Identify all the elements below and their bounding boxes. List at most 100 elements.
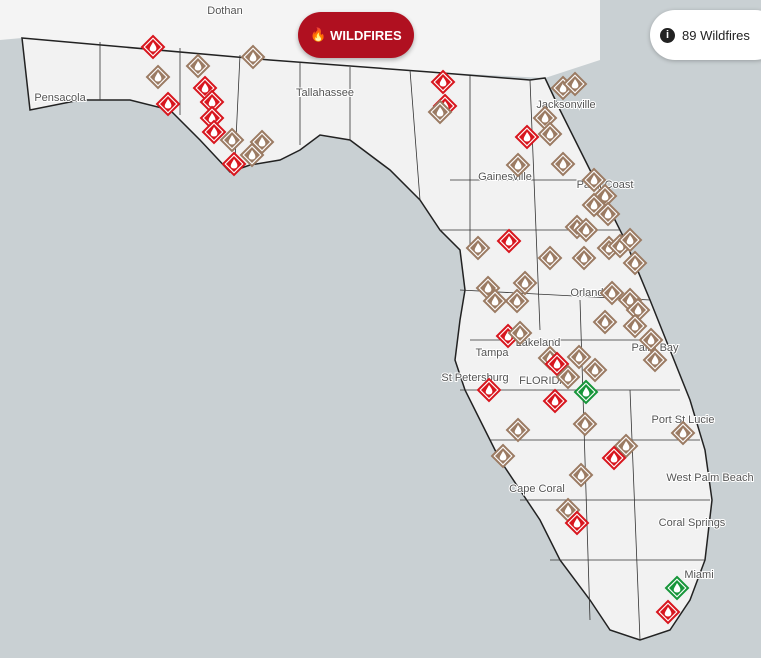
city-label: Dothan — [207, 5, 242, 17]
flame-icon — [149, 42, 157, 52]
fire-marker[interactable] — [571, 245, 597, 271]
fire-marker[interactable] — [622, 313, 648, 339]
flame-icon — [580, 253, 588, 263]
fire-marker[interactable] — [573, 217, 599, 243]
flame-icon — [514, 425, 522, 435]
county-lines — [99, 42, 710, 641]
fire-marker[interactable] — [568, 462, 594, 488]
fire-marker[interactable] — [145, 64, 171, 90]
fire-marker[interactable] — [476, 377, 502, 403]
flame-icon — [499, 451, 507, 461]
fire-marker[interactable] — [566, 344, 592, 370]
fire-marker[interactable] — [240, 44, 266, 70]
fire-marker[interactable] — [599, 280, 625, 306]
wildfires-button[interactable]: 🔥 WILDFIRES — [298, 12, 414, 58]
fire-marker[interactable] — [670, 420, 696, 446]
flame-icon — [559, 83, 567, 93]
fire-marker[interactable] — [514, 124, 540, 150]
flame-icon — [679, 428, 687, 438]
flame-icon — [210, 127, 218, 137]
flame-icon — [546, 129, 554, 139]
fire-marker[interactable] — [201, 119, 227, 145]
flame-icon — [616, 241, 624, 251]
fire-marker[interactable] — [564, 510, 590, 536]
fire-marker[interactable] — [542, 388, 568, 414]
fire-marker[interactable] — [199, 89, 225, 115]
fire-marker[interactable] — [465, 235, 491, 261]
flame-icon — [505, 236, 513, 246]
flame-icon — [439, 77, 447, 87]
fire-marker[interactable] — [601, 445, 627, 471]
flame-icon — [474, 243, 482, 253]
button-label: WILDFIRES — [330, 27, 402, 43]
fire-marker[interactable] — [537, 245, 563, 271]
info-icon: i — [660, 27, 675, 43]
flame-icon — [194, 61, 202, 71]
fire-marker[interactable] — [581, 167, 607, 193]
count-badge[interactable]: i 89 Wildfires — [650, 10, 761, 60]
fire-marker[interactable] — [642, 347, 668, 373]
flame-icon — [485, 385, 493, 395]
flame-icon — [634, 305, 642, 315]
fire-marker[interactable] — [582, 357, 608, 383]
fire-marker[interactable] — [505, 152, 531, 178]
fire-marker[interactable] — [507, 320, 533, 346]
fire-marker[interactable] — [490, 443, 516, 469]
fire-marker[interactable] — [504, 288, 530, 314]
fire-marker[interactable] — [638, 327, 664, 353]
fire-marker[interactable] — [544, 351, 570, 377]
fire-marker[interactable] — [505, 417, 531, 443]
fire-marker[interactable] — [573, 379, 599, 405]
fire-marker[interactable] — [140, 34, 166, 60]
flame-icon — [546, 253, 554, 263]
flame-icon — [564, 505, 572, 515]
flame-icon — [258, 137, 266, 147]
fire-marker[interactable] — [622, 250, 648, 276]
flame-icon — [523, 132, 531, 142]
flame-icon — [228, 135, 236, 145]
fire-marker[interactable] — [427, 99, 453, 125]
fire-marker[interactable] — [655, 599, 681, 625]
fire-marker[interactable] — [572, 411, 598, 437]
flame-icon — [608, 288, 616, 298]
flame-icon — [484, 283, 492, 293]
fire-marker[interactable] — [592, 309, 618, 335]
city-label: Miami — [684, 569, 713, 581]
fire-marker[interactable] — [664, 575, 690, 601]
flame-icon — [573, 518, 581, 528]
fire-marker[interactable] — [537, 121, 563, 147]
flame-icon — [626, 235, 634, 245]
city-label: Cape Coral — [509, 483, 565, 495]
fire-marker[interactable] — [482, 288, 508, 314]
fire-marker[interactable] — [595, 201, 621, 227]
fire-marker[interactable] — [239, 142, 265, 168]
flame-icon — [513, 296, 521, 306]
fire-marker[interactable] — [219, 127, 245, 153]
flame-icon — [575, 352, 583, 362]
fire-marker[interactable] — [430, 69, 456, 95]
fire-marker[interactable] — [613, 433, 639, 459]
flame-icon — [516, 328, 524, 338]
fire-marker[interactable] — [512, 270, 538, 296]
flame-icon — [582, 225, 590, 235]
fire-marker[interactable] — [555, 364, 581, 390]
fire-marker[interactable] — [550, 151, 576, 177]
fire-marker[interactable] — [617, 227, 643, 253]
flame-icon — [201, 83, 209, 93]
flame-icon — [504, 331, 512, 341]
fire-marker[interactable] — [562, 71, 588, 97]
fire-marker[interactable] — [221, 151, 247, 177]
fire-marker[interactable] — [496, 228, 522, 254]
flame-icon — [164, 99, 172, 109]
flame-icon — [571, 79, 579, 89]
flame-icon — [604, 209, 612, 219]
fire-marker[interactable] — [185, 53, 211, 79]
flame-icon — [631, 258, 639, 268]
fire-marker[interactable] — [155, 91, 181, 117]
flame-icon — [605, 243, 613, 253]
flame-icon — [541, 113, 549, 123]
flame-icon — [582, 387, 590, 397]
flame-icon — [591, 365, 599, 375]
